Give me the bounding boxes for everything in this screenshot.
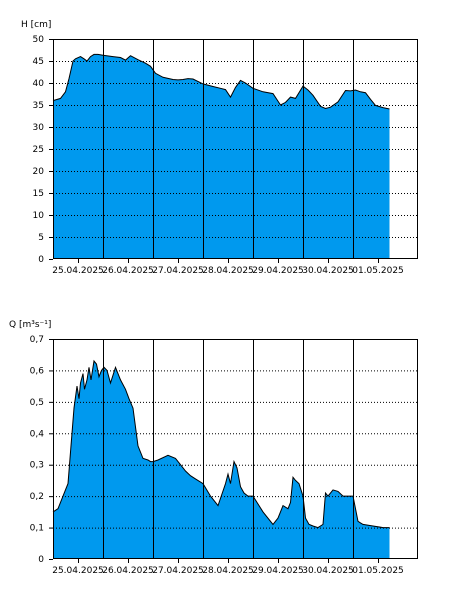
level-xtick-label-4: 29.04.2025	[252, 266, 304, 276]
level-ytick-label-8: 40	[33, 79, 45, 89]
level-ytick-label-5: 25	[33, 145, 44, 155]
level-ytick-label-0: 0	[38, 255, 44, 265]
level-ytick-label-10: 50	[33, 35, 45, 45]
discharge-y-axis-label: Q [m³s⁻¹]	[9, 320, 51, 330]
discharge-xtick-label-1: 26.04.2025	[102, 566, 154, 576]
discharge-ytick-label-2: 0,2	[30, 492, 44, 502]
level-xtick-label-6: 01.05.2025	[352, 266, 404, 276]
discharge-xtick-label-3: 28.04.2025	[202, 566, 254, 576]
level-ytick-label-6: 30	[33, 123, 45, 133]
level-ytick-label-1: 5	[38, 233, 44, 243]
discharge-series-area-0	[53, 361, 390, 559]
level-plot-frame	[53, 39, 418, 259]
discharge-ytick-label-6: 0,6	[30, 366, 45, 376]
discharge-xtick-label-4: 29.04.2025	[252, 566, 304, 576]
level-chart: 0 5 10 15 20 25 30 35 40 45 50 25.04.202526.04.2025…	[21, 20, 418, 276]
discharge-chart: 0 0,1 0,2 0,3 0,4 0,5 0,6 0,7 25.04.202526.04.20…	[9, 320, 418, 576]
discharge-xtick-label-6: 01.05.2025	[352, 566, 404, 576]
discharge-xtick-label-5: 30.04.2025	[302, 566, 354, 576]
level-ytick-label-3: 15	[33, 189, 44, 199]
level-ytick-label-2: 10	[33, 211, 45, 221]
discharge-ytick-label-4: 0,4	[30, 429, 45, 439]
discharge-plot-frame	[53, 339, 418, 559]
level-xtick-label-0: 25.04.2025	[52, 266, 104, 276]
discharge-ytick-label-3: 0,3	[30, 461, 44, 471]
discharge-ytick-label-1: 0,1	[30, 524, 44, 534]
level-ytick-label-7: 35	[33, 101, 44, 111]
discharge-ytick-label-5: 0,5	[30, 398, 44, 408]
level-ytick-label-9: 45	[33, 57, 44, 67]
level-series-line-0	[52, 53, 390, 110]
level-xtick-label-5: 30.04.2025	[302, 266, 354, 276]
level-xtick-label-2: 27.04.2025	[152, 266, 204, 276]
level-y-axis-label: H [cm]	[21, 20, 51, 30]
level-ytick-label-4: 20	[33, 167, 45, 177]
discharge-xtick-label-0: 25.04.2025	[52, 566, 104, 576]
discharge-ytick-label-0: 0	[38, 555, 44, 565]
level-xtick-label-3: 28.04.2025	[202, 266, 254, 276]
discharge-ytick-label-7: 0,7	[30, 335, 44, 345]
discharge-xtick-label-2: 27.04.2025	[152, 566, 204, 576]
level-xtick-label-1: 26.04.2025	[102, 266, 154, 276]
